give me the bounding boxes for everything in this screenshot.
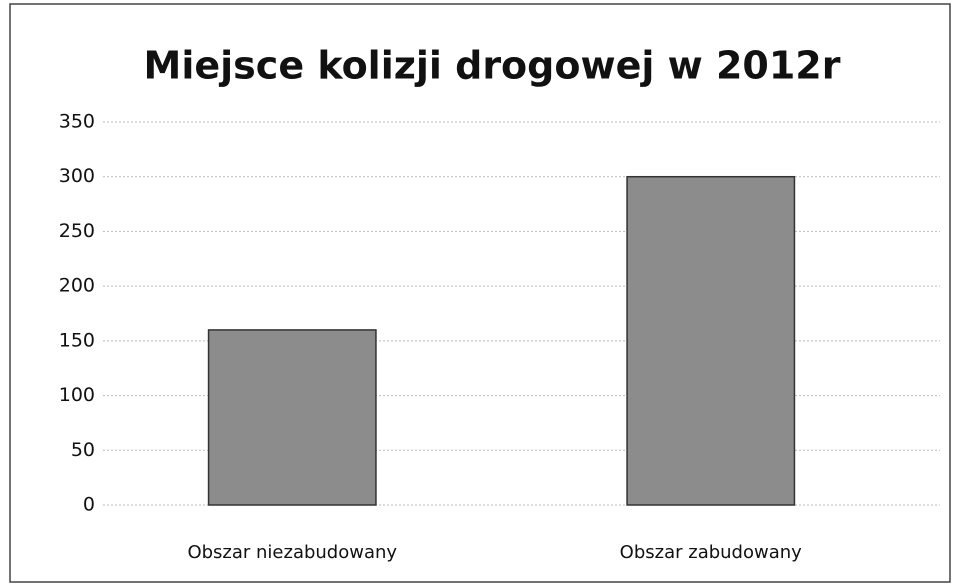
chart-frame bbox=[9, 3, 951, 583]
y-tick-label: 150 bbox=[59, 329, 95, 351]
y-tick-label: 50 bbox=[71, 439, 95, 461]
y-tick-label: 100 bbox=[59, 384, 95, 406]
chart-title: Miejsce kolizji drogowej w 2012r bbox=[144, 44, 841, 88]
y-tick-label: 0 bbox=[83, 494, 95, 516]
x-tick-label: Obszar zabudowany bbox=[620, 542, 802, 563]
y-tick-label: 200 bbox=[59, 275, 95, 297]
bar bbox=[626, 175, 796, 506]
y-tick-label: 300 bbox=[59, 165, 95, 187]
y-tick-label: 350 bbox=[59, 111, 95, 133]
x-tick-label: Obszar niezabudowany bbox=[187, 542, 397, 563]
bar bbox=[207, 329, 377, 506]
y-tick-label: 250 bbox=[59, 220, 95, 242]
